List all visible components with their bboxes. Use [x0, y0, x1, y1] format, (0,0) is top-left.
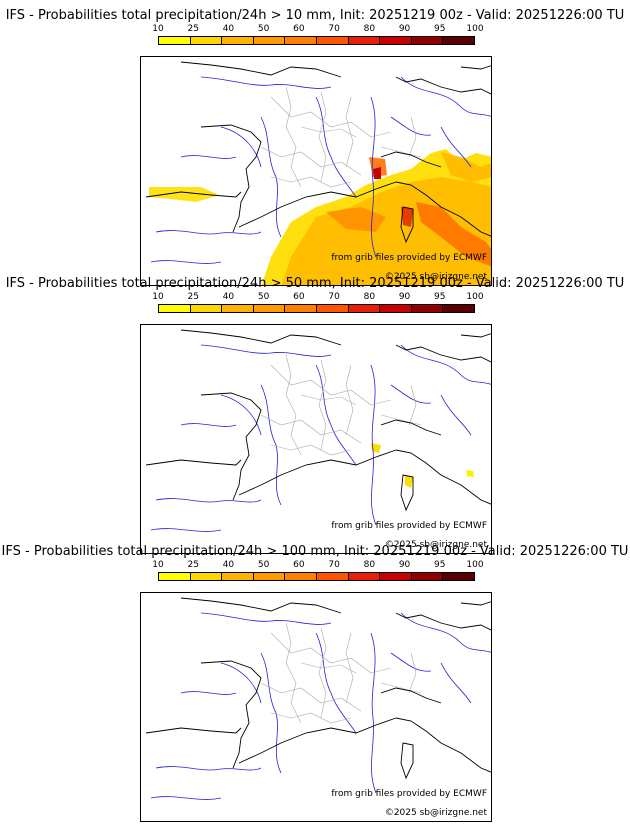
colorbar-segment	[253, 305, 286, 312]
colorbar-segment	[253, 37, 286, 44]
rivers	[150, 76, 491, 264]
colorbar-segment	[159, 37, 191, 44]
colorbar-tick-label: 95	[434, 24, 446, 34]
colorbar-tick-label: 100	[466, 560, 484, 570]
colorbar-tick-label: 95	[434, 560, 446, 570]
colorbar-tick-label: 10	[152, 292, 164, 302]
colorbar-tick-label: 100	[466, 292, 484, 302]
colorbar-segment	[190, 573, 223, 580]
copyright-credit: ©2025 sb@irizgne.net	[384, 540, 487, 550]
colorbar-tick-label: 90	[398, 24, 411, 34]
colorbar-ticks: 10 25 40 50 60 70 80 90 95 100	[152, 24, 483, 36]
colorbar-tick-label: 95	[434, 292, 446, 302]
colorbar-segment	[380, 305, 412, 312]
panel-title: IFS - Probabilities total precipitation/…	[1, 544, 629, 559]
colorbar-segment	[222, 573, 254, 580]
colorbar-tick-label: 25	[187, 560, 199, 570]
colorbar-segment	[380, 37, 412, 44]
colorbar-segment	[348, 37, 381, 44]
coastlines	[145, 61, 491, 244]
precip-shading	[371, 443, 474, 488]
source-credit: from grib files provided by ECMWF	[331, 521, 487, 531]
colorbar-tick-label: 25	[187, 24, 199, 34]
colorbar-tick-label: 100	[466, 24, 484, 34]
coastlines	[145, 597, 491, 780]
map-svg	[145, 61, 491, 285]
rivers	[150, 612, 491, 800]
colorbar-segment	[443, 305, 474, 312]
colorbar-segment	[316, 37, 349, 44]
colorbar-segment	[380, 573, 412, 580]
colorbar-tick-label: 90	[398, 292, 411, 302]
panel-100mm: IFS - Probabilities total precipitation/…	[0, 544, 630, 822]
colorbar	[158, 304, 475, 313]
colorbar-segment	[348, 305, 381, 312]
colorbar	[158, 572, 475, 581]
colorbar-segment	[348, 573, 381, 580]
colorbar-segment	[411, 305, 444, 312]
colorbar-tick-label: 60	[293, 560, 305, 570]
colorbar-segment	[222, 305, 254, 312]
colorbar-segment	[190, 305, 223, 312]
map-svg	[145, 597, 491, 800]
coastlines	[145, 329, 491, 512]
colorbar-tick-label: 60	[293, 292, 305, 302]
colorbar-tick-label: 50	[257, 292, 270, 302]
colorbar-tick-label: 80	[363, 292, 376, 302]
colorbar-segment	[411, 573, 444, 580]
source-credit: from grib files provided by ECMWF	[331, 253, 487, 263]
panel-50mm: IFS - Probabilities total precipitation/…	[0, 276, 630, 554]
colorbar-ticks: 10 25 40 50 60 70 80 90 95 100	[152, 292, 483, 304]
precip-shading	[149, 149, 491, 285]
admin-borders	[260, 86, 422, 188]
colorbar-segment	[285, 305, 317, 312]
colorbar-segment	[222, 37, 254, 44]
colorbar-segment	[253, 573, 286, 580]
colorbar-tick-label: 25	[187, 292, 199, 302]
colorbar-tick-label: 70	[328, 24, 340, 34]
rivers	[150, 344, 491, 532]
colorbar-tick-label: 60	[293, 24, 305, 34]
panel-title: IFS - Probabilities total precipitation/…	[5, 276, 625, 291]
colorbar-tick-label: 80	[363, 560, 376, 570]
colorbar-segment	[443, 573, 474, 580]
copyright-credit: ©2025 sb@irizgne.net	[384, 272, 487, 282]
colorbar-tick-label: 90	[398, 560, 411, 570]
admin-borders	[260, 622, 422, 724]
colorbar-segment	[443, 37, 474, 44]
panel-10mm: IFS - Probabilities total precipitation/…	[0, 8, 630, 286]
colorbar-tick-label: 40	[222, 560, 235, 570]
source-credit: from grib files provided by ECMWF	[331, 789, 487, 799]
colorbar-tick-label: 50	[257, 560, 270, 570]
colorbar-tick-label: 70	[328, 292, 340, 302]
colorbar-ticks: 10 25 40 50 60 70 80 90 95 100	[152, 560, 483, 572]
colorbar-segment	[411, 37, 444, 44]
colorbar-tick-label: 10	[152, 24, 164, 34]
copyright-credit: ©2025 sb@irizgne.net	[384, 808, 487, 818]
colorbar-segment	[285, 573, 317, 580]
colorbar-segment	[190, 37, 223, 44]
colorbar	[158, 36, 475, 45]
colorbar-tick-label: 50	[257, 24, 270, 34]
colorbar-tick-label: 80	[363, 24, 376, 34]
map-svg	[145, 329, 491, 532]
colorbar-tick-label: 40	[222, 292, 235, 302]
colorbar-segment	[285, 37, 317, 44]
colorbar-segment	[316, 573, 349, 580]
admin-borders	[260, 354, 422, 456]
colorbar-segment	[316, 305, 349, 312]
precip-map: from grib files provided by ECMWF ©2025 …	[140, 56, 492, 286]
panel-title: IFS - Probabilities total precipitation/…	[5, 8, 625, 23]
colorbar-segment	[159, 573, 191, 580]
colorbar-segment	[159, 305, 191, 312]
colorbar-tick-label: 10	[152, 560, 164, 570]
precip-map: from grib files provided by ECMWF ©2025 …	[140, 592, 492, 822]
precip-map: from grib files provided by ECMWF ©2025 …	[140, 324, 492, 554]
colorbar-tick-label: 40	[222, 24, 235, 34]
colorbar-tick-label: 70	[328, 560, 340, 570]
